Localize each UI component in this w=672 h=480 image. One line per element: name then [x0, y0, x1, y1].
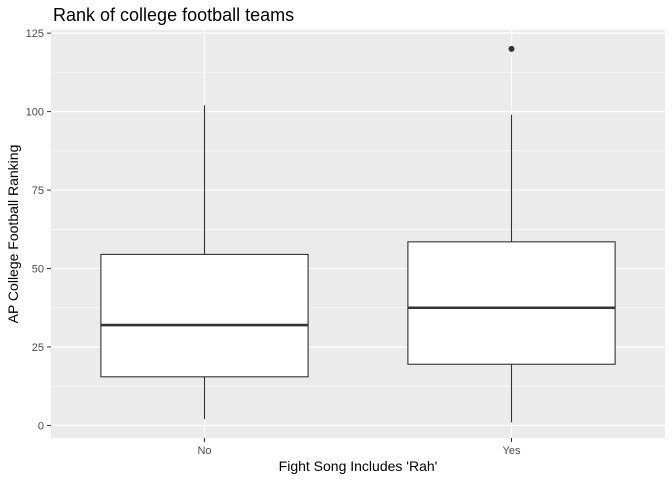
y-tick-label: 100 — [26, 107, 44, 119]
box-yes — [407, 45, 616, 423]
y-tick-label: 125 — [26, 28, 44, 40]
y-axis-ticks: 0 25 50 75 100 125 — [26, 28, 51, 432]
y-tick-label: 75 — [32, 185, 44, 197]
box-iqr — [100, 253, 309, 378]
box-layer — [100, 45, 616, 423]
box-iqr — [407, 241, 616, 365]
y-tick-label: 50 — [32, 264, 44, 276]
x-tick-label: No — [197, 445, 211, 457]
y-tick-label: 0 — [38, 420, 44, 432]
y-tick-label: 25 — [32, 342, 44, 354]
x-axis-title: Fight Song Includes 'Rah' — [279, 458, 438, 474]
outlier-point — [508, 45, 515, 52]
x-axis-ticks: No Yes — [197, 438, 521, 457]
y-axis-title: AP College Football Ranking — [5, 145, 21, 324]
chart-title: Rank of college football teams — [53, 5, 294, 25]
x-tick-label: Yes — [503, 445, 521, 457]
box-no — [100, 105, 309, 420]
